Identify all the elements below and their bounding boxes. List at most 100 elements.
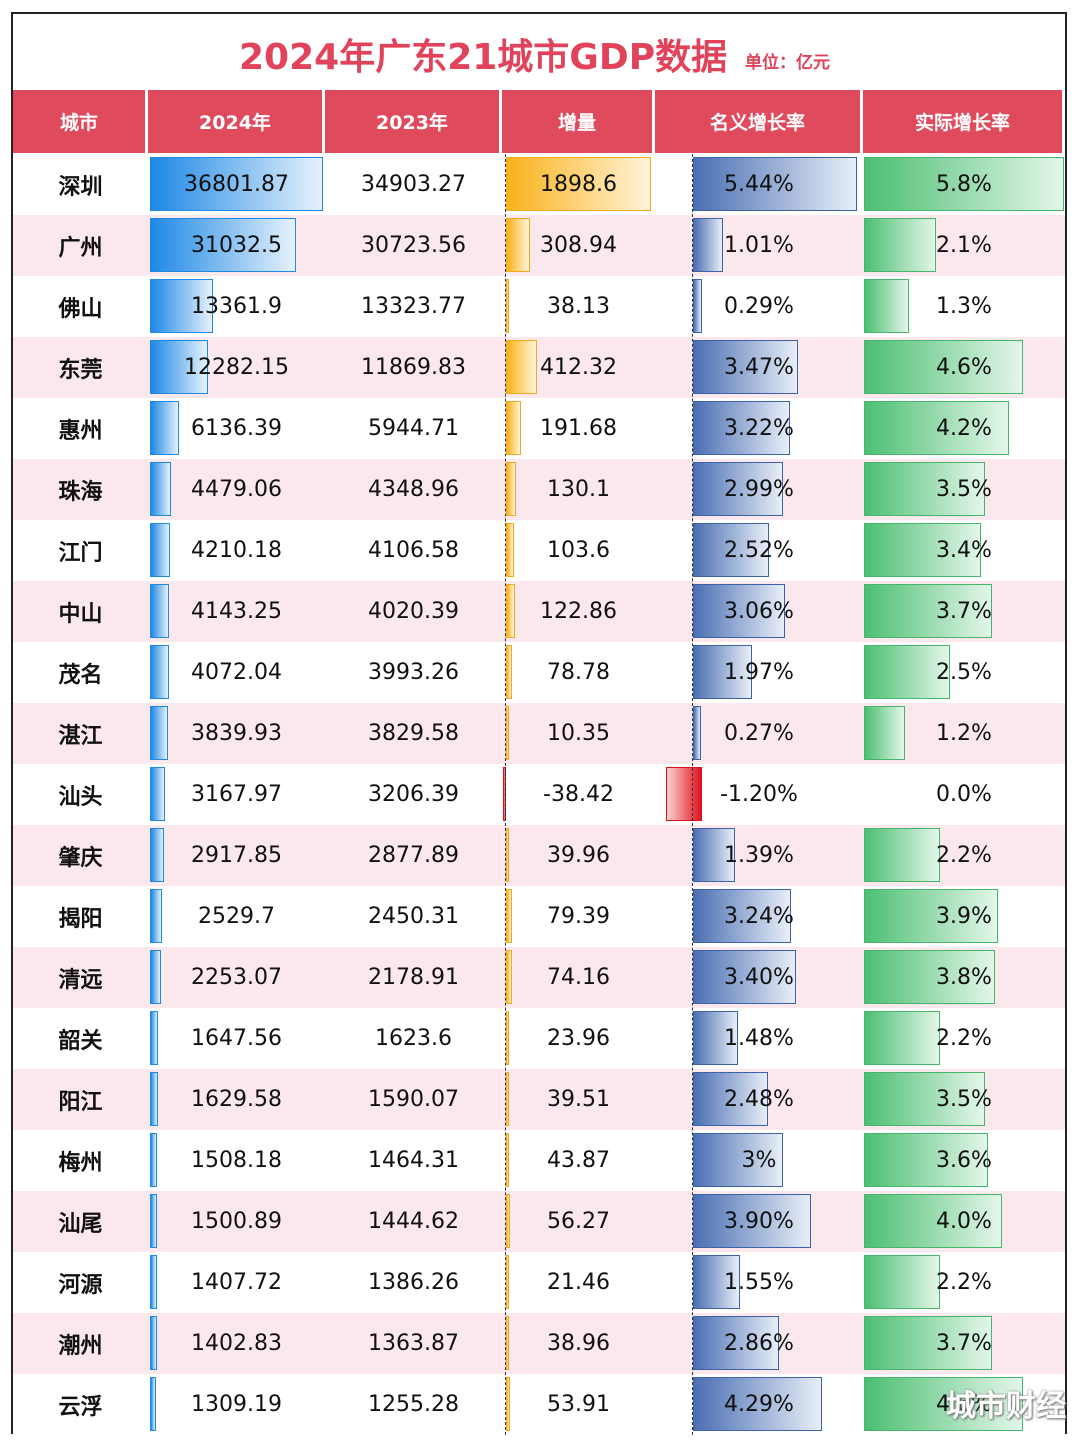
cell-increase: -38.42: [543, 782, 614, 807]
cell-nominal: 3%: [741, 1148, 777, 1173]
title-row: 2024年广东21城市GDP数据 单位：亿元: [13, 14, 1065, 90]
nominal-growth-bar: [693, 1316, 780, 1370]
increase-bar-negative: [666, 767, 702, 821]
cell-real: 2.2%: [936, 1270, 992, 1295]
nominal-growth-bar: [693, 1133, 784, 1187]
cell-gdp2023: 4106.58: [368, 538, 459, 563]
cell-increase: 21.46: [547, 1270, 610, 1295]
cell-gdp2024: 1647.56: [191, 1026, 282, 1051]
cell-increase: 56.27: [547, 1209, 610, 1234]
nominal-growth-bar: [693, 828, 735, 882]
column-header-1: 2024年: [148, 90, 325, 153]
cell-nominal: 1.48%: [724, 1026, 794, 1051]
cell-nominal: 1.55%: [724, 1270, 794, 1295]
cell-real: 3.9%: [936, 904, 992, 929]
increase-bar: [506, 279, 509, 333]
real-growth-bar: [864, 523, 982, 577]
gdp2024-bar: [150, 1011, 158, 1065]
cell-increase: 43.87: [547, 1148, 610, 1173]
nominal-growth-bar: [693, 462, 784, 516]
cell-city: 韶关: [58, 1028, 103, 1054]
increase-bar: [506, 889, 513, 943]
table-row: 肇庆 2917.85 2877.89 39.96 1.39% 2.2%: [13, 825, 1065, 886]
real-growth-bar: [864, 584, 992, 638]
cell-gdp2024: 36801.87: [184, 172, 289, 197]
cell-city: 江门: [58, 540, 103, 566]
nominal-growth-bar: [693, 340, 798, 394]
real-growth-bar: [864, 1011, 940, 1065]
real-growth-bar: [864, 462, 985, 516]
real-growth-bar: [864, 279, 909, 333]
cell-gdp2024: 1508.18: [191, 1148, 282, 1173]
cell-gdp2023: 1623.6: [375, 1026, 452, 1051]
increase-bar: [506, 584, 516, 638]
table-row: 韶关 1647.56 1623.6 23.96 1.48% 2.2%: [13, 1008, 1065, 1069]
cell-real: 3.4%: [936, 538, 992, 563]
cell-gdp2023: 2877.89: [368, 843, 459, 868]
cell-nominal: 3.90%: [724, 1209, 794, 1234]
cell-city: 深圳: [58, 174, 103, 200]
cell-gdp2024: 6136.39: [191, 416, 282, 441]
cell-increase: 38.96: [547, 1331, 610, 1356]
gdp2024-bar: [150, 1255, 157, 1309]
real-growth-bar: [864, 645, 951, 699]
cell-gdp2023: 3829.58: [368, 721, 459, 746]
increase-bar: [506, 1194, 511, 1248]
nominal-growth-bar: [693, 1194, 811, 1248]
nominal-growth-bar: [693, 1072, 768, 1126]
cell-city: 肇庆: [58, 845, 103, 871]
column-header-3: 增量: [502, 90, 655, 153]
real-growth-bar: [864, 1072, 985, 1126]
cell-nominal: 3.24%: [724, 904, 794, 929]
cell-city: 清远: [58, 967, 103, 993]
cell-gdp2024: 4072.04: [191, 660, 282, 685]
cell-nominal: 1.97%: [724, 660, 794, 685]
cell-gdp2023: 3993.26: [368, 660, 459, 685]
cell-real: 4.6%: [936, 1392, 992, 1417]
cell-nominal: 1.01%: [724, 233, 794, 258]
cell-real: 3.7%: [936, 599, 992, 624]
cell-nominal: 3.47%: [724, 355, 794, 380]
cell-gdp2024: 1629.58: [191, 1087, 282, 1112]
cell-real: 4.0%: [936, 1209, 992, 1234]
cell-gdp2023: 1386.26: [368, 1270, 459, 1295]
cell-city: 云浮: [58, 1394, 103, 1420]
real-growth-bar: [864, 889, 999, 943]
real-growth-bar: [864, 1255, 940, 1309]
cell-gdp2024: 3839.93: [191, 721, 282, 746]
cell-city: 揭阳: [58, 906, 103, 932]
cell-gdp2024: 4210.18: [191, 538, 282, 563]
nominal-growth-bar: [693, 1011, 738, 1065]
real-growth-bar: [864, 157, 1064, 211]
cell-gdp2024: 1500.89: [191, 1209, 282, 1234]
cell-gdp2023: 1464.31: [368, 1148, 459, 1173]
gdp2024-bar: [150, 340, 208, 394]
cell-gdp2023: 1255.28: [368, 1392, 459, 1417]
cell-gdp2023: 30723.56: [361, 233, 466, 258]
nominal-growth-bar: [693, 1255, 740, 1309]
cell-increase: 10.35: [547, 721, 610, 746]
cell-real: 5.8%: [936, 172, 992, 197]
cell-gdp2024: 2529.7: [198, 904, 275, 929]
nominal-growth-bar: [693, 279, 702, 333]
increase-bar: [506, 828, 510, 882]
cell-real: 2.2%: [936, 1026, 992, 1051]
nominal-growth-bar: [693, 157, 857, 211]
increase-bar: [506, 462, 516, 516]
table-row: 东莞 12282.15 11869.83 412.32 3.47% 4.6%: [13, 337, 1065, 398]
increase-bar: [506, 1072, 510, 1126]
gdp2024-bar: [150, 889, 162, 943]
cell-city: 珠海: [58, 479, 103, 505]
nominal-growth-bar: [693, 584, 786, 638]
cell-gdp2023: 5944.71: [368, 416, 459, 441]
cell-city: 潮州: [58, 1333, 103, 1359]
cell-nominal: 2.48%: [724, 1087, 794, 1112]
table-row: 江门 4210.18 4106.58 103.6 2.52% 3.4%: [13, 520, 1065, 581]
gdp2024-bar: [150, 645, 170, 699]
cell-gdp2024: 1407.72: [191, 1270, 282, 1295]
cell-real: 2.2%: [936, 843, 992, 868]
gdp2024-bar: [150, 706, 169, 760]
cell-gdp2023: 4348.96: [368, 477, 459, 502]
cell-increase: 79.39: [547, 904, 610, 929]
increase-bar: [506, 950, 512, 1004]
